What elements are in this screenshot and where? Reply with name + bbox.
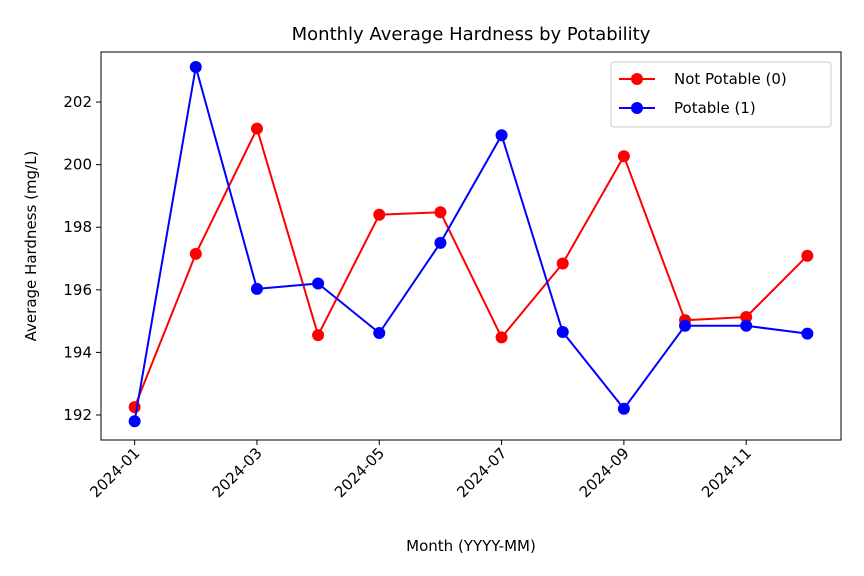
legend-marker xyxy=(631,102,643,114)
plot-frame xyxy=(100,51,842,441)
data-point xyxy=(556,257,569,270)
x-axis-label: Month (YYYY-MM) xyxy=(406,537,536,555)
y-axis: 192 194 196 198 200 202 xyxy=(63,93,101,424)
legend-marker xyxy=(631,73,643,85)
data-point xyxy=(617,402,630,415)
data-point xyxy=(189,61,202,74)
data-point xyxy=(495,331,508,344)
x-axis: 2024-01 2024-03 2024-05 2024-07 2024-09 2024-… xyxy=(86,440,755,501)
data-point xyxy=(250,282,263,295)
x-tick-label: 2024-03 xyxy=(209,444,266,501)
data-point xyxy=(617,150,630,163)
data-point xyxy=(801,249,814,262)
y-tick-label: 194 xyxy=(63,343,92,361)
legend-label: Potable (1) xyxy=(674,99,756,117)
data-point xyxy=(128,401,141,414)
data-point xyxy=(312,277,325,290)
data-point xyxy=(434,236,447,249)
series-line-1 xyxy=(133,66,808,422)
data-point xyxy=(679,319,692,332)
data-point xyxy=(373,326,386,339)
data-point xyxy=(373,208,386,221)
series-layer xyxy=(128,61,814,428)
data-point xyxy=(556,326,569,339)
legend-box xyxy=(610,61,832,128)
data-point xyxy=(250,122,263,135)
y-tick-label: 196 xyxy=(63,281,92,299)
data-point xyxy=(128,415,141,428)
y-tick-label: 202 xyxy=(63,93,92,111)
x-tick-label: 2024-01 xyxy=(86,444,143,501)
y-tick-label: 198 xyxy=(63,218,92,236)
data-point xyxy=(434,206,447,219)
legend: Not Potable (0) Potable (1) xyxy=(610,61,832,128)
x-tick-label: 2024-09 xyxy=(576,444,633,501)
data-point xyxy=(495,129,508,142)
data-point xyxy=(740,311,753,324)
x-tick-label: 2024-07 xyxy=(453,444,510,501)
x-tick-label: 2024-05 xyxy=(331,444,388,501)
data-point xyxy=(740,319,753,332)
x-tick-label: 2024-11 xyxy=(698,444,755,501)
series-line-0 xyxy=(133,127,809,408)
y-axis-label: Average Hardness (mg/L) xyxy=(22,151,40,342)
data-point xyxy=(189,247,202,260)
y-tick-label: 192 xyxy=(63,406,92,424)
data-point xyxy=(801,327,814,340)
data-point xyxy=(312,329,325,342)
chart-title: Monthly Average Hardness by Potability xyxy=(292,24,651,45)
legend-label: Not Potable (0) xyxy=(674,70,787,88)
y-tick-label: 200 xyxy=(63,156,92,174)
